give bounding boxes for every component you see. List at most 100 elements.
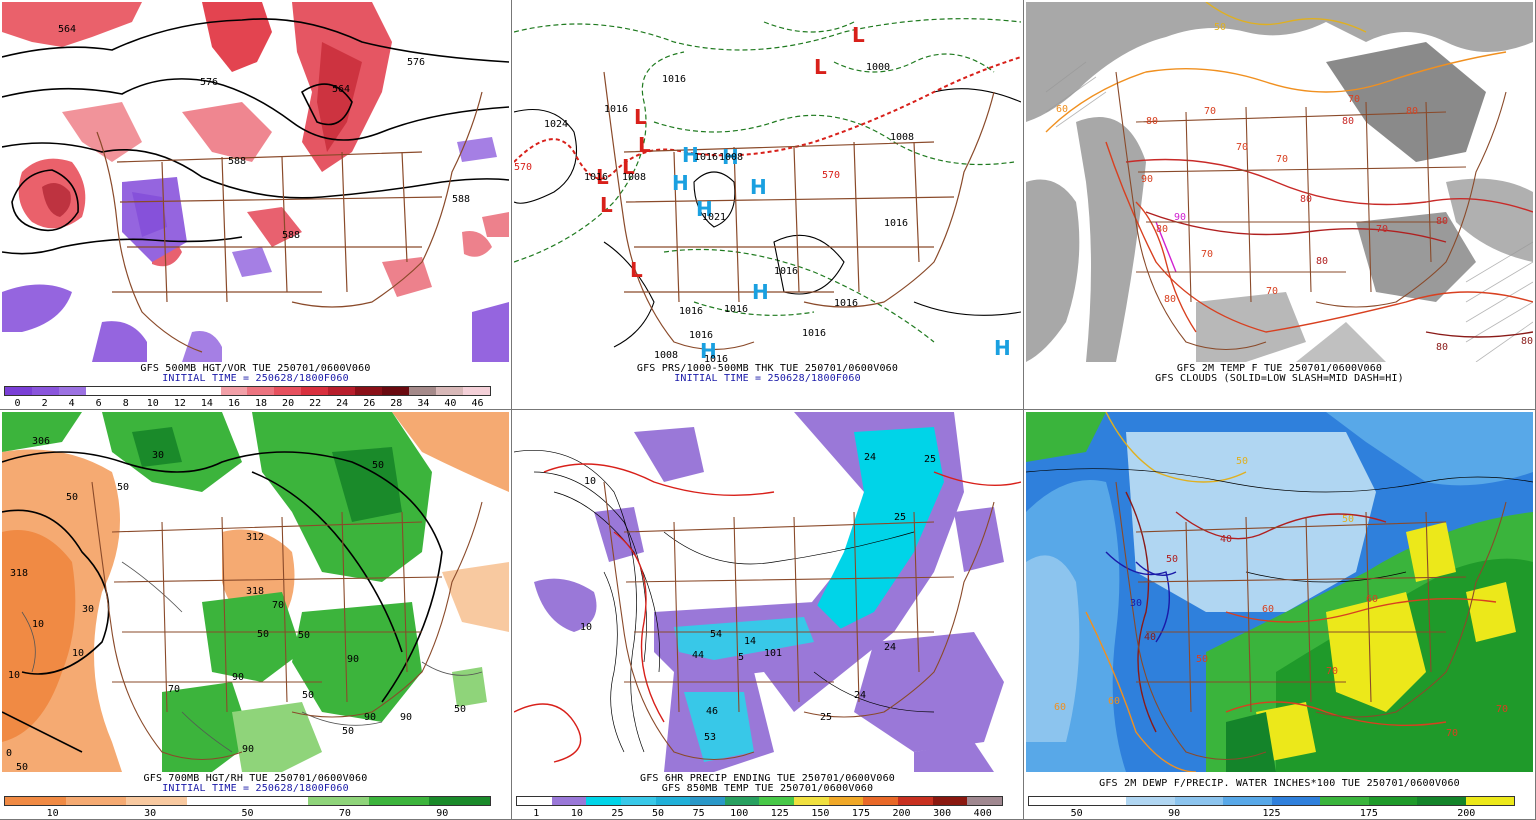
colorbar-swatch xyxy=(5,797,66,805)
svg-text:80: 80 xyxy=(1436,216,1448,227)
svg-text:90: 90 xyxy=(242,744,254,755)
colorbar-tick-label: 300 xyxy=(933,808,952,819)
svg-text:30: 30 xyxy=(82,604,94,615)
colorbar-swatch xyxy=(1271,797,1320,805)
colorbar-swatch xyxy=(85,387,113,395)
panel-pressure-thickness: L L L L L L L L H H H H H H H H 1016 xyxy=(512,0,1024,410)
geography-lines xyxy=(96,91,483,353)
svg-text:80: 80 xyxy=(1164,294,1176,305)
high-marker: H xyxy=(752,280,769,304)
svg-text:10: 10 xyxy=(72,648,84,659)
colorbar-tick-label: 10 xyxy=(46,808,59,819)
colorbar-labels: 1 10 25 50 75 100 125 150 175 200 300 400 xyxy=(516,808,1003,819)
colorbar-precip xyxy=(516,796,1003,806)
panel-title: GFS 700MB HGT/RH TUE 250701/0600V060 xyxy=(143,773,368,784)
contour-labels-p1: 564 576 588 564 576 588 588 xyxy=(58,24,470,241)
colorbar-tick-label: 70 xyxy=(338,808,351,819)
contour-labels-p4: 306 318 312 318 50 50 10 30 10 50 90 50 … xyxy=(6,436,466,772)
low-marker: L xyxy=(596,165,609,189)
svg-text:1016: 1016 xyxy=(704,354,728,362)
colorbar-swatch xyxy=(1417,797,1466,805)
svg-text:101: 101 xyxy=(764,648,782,659)
isobar-labels: 1016 1016 1024 1016 1008 1016 1008 1021 … xyxy=(544,62,914,362)
colorbar-swatch xyxy=(382,387,410,395)
colorbar-labels: 50 90 125 175 200 xyxy=(1028,808,1515,819)
colorbar-swatch xyxy=(368,797,430,805)
svg-text:10: 10 xyxy=(580,622,592,633)
svg-text:70: 70 xyxy=(1348,94,1360,105)
colorbar-tick-label: 8 xyxy=(122,398,129,409)
svg-text:5: 5 xyxy=(738,652,744,663)
colorbar-swatch xyxy=(586,797,621,805)
svg-text:1016: 1016 xyxy=(662,74,686,85)
svg-text:40: 40 xyxy=(1220,534,1232,545)
colorbar-swatch xyxy=(186,797,248,805)
colorbar-swatch xyxy=(794,797,829,805)
svg-text:588: 588 xyxy=(282,230,300,241)
panel-title: GFS 6HR PRECIP ENDING TUE 250701/0600V06… xyxy=(639,773,896,784)
colorbar-tick-label: 50 xyxy=(1070,808,1083,819)
svg-text:10: 10 xyxy=(584,476,596,487)
svg-text:306: 306 xyxy=(32,436,50,447)
svg-text:318: 318 xyxy=(10,568,28,579)
geography-lines xyxy=(1115,481,1507,761)
colorbar-swatch xyxy=(65,797,127,805)
colorbar-swatch xyxy=(1320,797,1369,805)
svg-text:90: 90 xyxy=(347,654,359,665)
colorbar-swatch xyxy=(932,797,968,805)
low-marker: L xyxy=(814,55,827,79)
svg-text:70: 70 xyxy=(1276,154,1288,165)
colorbar-swatch xyxy=(1077,797,1126,805)
temperature-contours xyxy=(1045,2,1533,338)
map-700mb-rh: 306 318 312 318 50 50 10 30 10 50 90 50 … xyxy=(2,412,509,772)
colorbar-tick-label: 28 xyxy=(390,398,403,409)
colorbar-tick-label: 26 xyxy=(363,398,376,409)
colorbar-swatch xyxy=(193,387,221,395)
svg-text:588: 588 xyxy=(228,156,246,167)
initial-time: INITIAL TIME = 250628/1800F060 xyxy=(162,783,349,794)
colorbar-tick-label: 1 xyxy=(533,808,540,819)
svg-text:24: 24 xyxy=(884,642,896,653)
low-marker: L xyxy=(634,105,647,129)
geography-lines xyxy=(603,71,995,351)
colorbar-tick-label: 200 xyxy=(892,808,911,819)
svg-text:1016: 1016 xyxy=(774,266,798,277)
colorbar-swatch xyxy=(620,797,656,805)
colorbar-swatch xyxy=(112,387,140,395)
svg-text:50: 50 xyxy=(1166,554,1178,565)
svg-text:90: 90 xyxy=(1141,174,1153,185)
svg-text:570: 570 xyxy=(514,162,532,173)
colorbar-swatch xyxy=(462,387,490,395)
high-marker: H xyxy=(700,339,717,362)
svg-text:53: 53 xyxy=(704,732,716,743)
svg-text:576: 576 xyxy=(200,77,218,88)
panel-title: GFS 2M DEWP F/PRECIP. WATER INCHES*100 T… xyxy=(1099,778,1460,789)
svg-text:50: 50 xyxy=(1236,456,1248,467)
colorbar-tick-label: 25 xyxy=(611,808,624,819)
svg-text:1000: 1000 xyxy=(866,62,890,73)
dewpoint-contours xyxy=(1085,412,1497,772)
colorbar-swatch xyxy=(967,797,1002,805)
colorbar-swatch xyxy=(139,387,167,395)
panel-subtitle: GFS 850MB TEMP TUE 250701/0600V060 xyxy=(661,783,874,794)
svg-text:80: 80 xyxy=(1521,336,1533,347)
colorbar-tick-label: 12 xyxy=(173,398,186,409)
svg-text:80: 80 xyxy=(1436,342,1448,353)
colorbar-tick-label: 30 xyxy=(144,808,157,819)
colorbar-swatch xyxy=(301,387,329,395)
high-marker: H xyxy=(682,143,699,167)
svg-text:25: 25 xyxy=(894,512,906,523)
colorbar-swatch xyxy=(436,387,463,395)
svg-text:80: 80 xyxy=(1406,106,1418,117)
colorbar-swatch xyxy=(5,387,32,395)
colorbar-tick-label: 34 xyxy=(417,398,430,409)
pwat-contours xyxy=(1026,468,1533,583)
colorbar-tick-label: 6 xyxy=(95,398,102,409)
svg-text:40: 40 xyxy=(1144,632,1156,643)
contour-labels-p5: 24 24 25 25 10 54 14 101 24 25 46 53 44 … xyxy=(580,452,936,743)
svg-text:318: 318 xyxy=(246,586,264,597)
panel-title: GFS PRS/1000-500MB THK TUE 250701/0600V0… xyxy=(636,363,899,374)
colorbar-vorticity xyxy=(4,386,491,396)
svg-text:312: 312 xyxy=(246,532,264,543)
colorbar-swatch xyxy=(409,387,436,395)
